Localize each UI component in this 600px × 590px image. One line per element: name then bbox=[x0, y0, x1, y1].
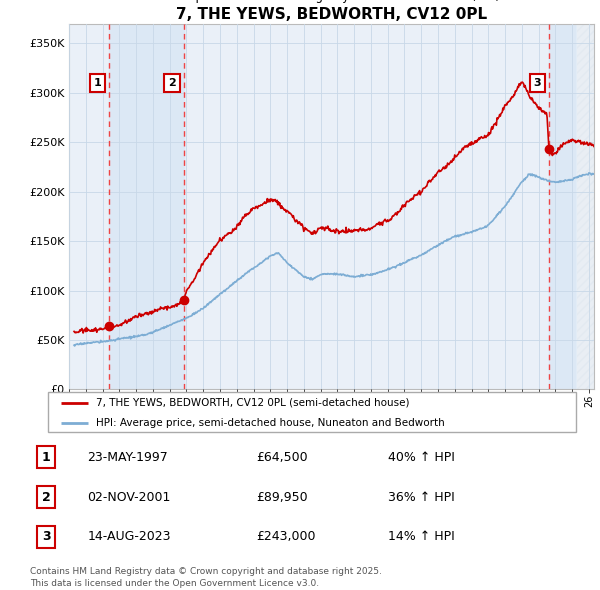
Text: 40% ↑ HPI: 40% ↑ HPI bbox=[388, 451, 455, 464]
Text: 1: 1 bbox=[94, 78, 101, 88]
Text: Contains HM Land Registry data © Crown copyright and database right 2025.
This d: Contains HM Land Registry data © Crown c… bbox=[30, 568, 382, 588]
Text: £64,500: £64,500 bbox=[256, 451, 307, 464]
Text: 1: 1 bbox=[42, 451, 50, 464]
Text: 3: 3 bbox=[42, 530, 50, 543]
Bar bbox=[577, 24, 594, 389]
Title: 7, THE YEWS, BEDWORTH, CV12 0PL: 7, THE YEWS, BEDWORTH, CV12 0PL bbox=[176, 8, 487, 22]
Text: £89,950: £89,950 bbox=[256, 490, 307, 504]
Text: 14-AUG-2023: 14-AUG-2023 bbox=[88, 530, 171, 543]
FancyBboxPatch shape bbox=[48, 392, 576, 432]
Text: 3: 3 bbox=[533, 78, 541, 88]
Text: Price paid vs. HM Land Registry's House Price Index (HPI): Price paid vs. HM Land Registry's House … bbox=[163, 0, 500, 4]
Bar bbox=[549, 24, 577, 389]
Text: 23-MAY-1997: 23-MAY-1997 bbox=[88, 451, 168, 464]
Text: £243,000: £243,000 bbox=[256, 530, 316, 543]
Text: 02-NOV-2001: 02-NOV-2001 bbox=[88, 490, 171, 504]
Text: 36% ↑ HPI: 36% ↑ HPI bbox=[388, 490, 455, 504]
Text: HPI: Average price, semi-detached house, Nuneaton and Bedworth: HPI: Average price, semi-detached house,… bbox=[95, 418, 444, 428]
Text: 2: 2 bbox=[42, 490, 50, 504]
Text: 7, THE YEWS, BEDWORTH, CV12 0PL (semi-detached house): 7, THE YEWS, BEDWORTH, CV12 0PL (semi-de… bbox=[95, 398, 409, 408]
Bar bbox=[109, 24, 184, 389]
Text: 2: 2 bbox=[168, 78, 176, 88]
Text: 14% ↑ HPI: 14% ↑ HPI bbox=[388, 530, 455, 543]
